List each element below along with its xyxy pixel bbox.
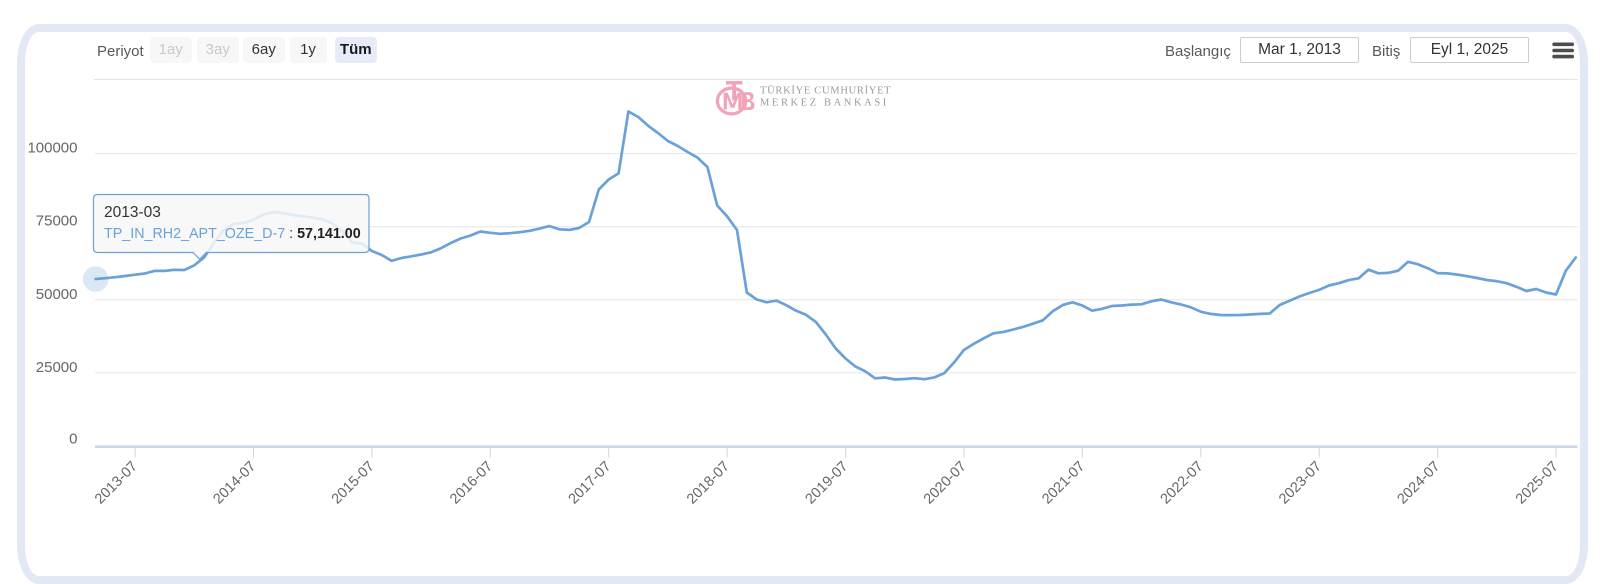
svg-text:2016-07: 2016-07 [447,459,496,508]
svg-text:2025-07: 2025-07 [1513,459,1562,508]
svg-text:TP_IN_RH2_APT_OZE_D-7 : 57,141: TP_IN_RH2_APT_OZE_D-7 : 57,141.00 [104,226,361,242]
svg-text:2024-07: 2024-07 [1394,459,1443,508]
svg-text:2020-07: 2020-07 [921,459,970,508]
svg-text:2017-07: 2017-07 [566,459,615,508]
svg-text:2018-07: 2018-07 [684,459,733,508]
svg-text:MERKEZ BANKASI: MERKEZ BANKASI [760,98,889,109]
svg-text:0: 0 [69,431,77,448]
svg-text:50000: 50000 [36,286,78,303]
svg-text:2014-07: 2014-07 [210,459,259,508]
svg-text:2015-07: 2015-07 [329,459,378,508]
svg-text:2023-07: 2023-07 [1276,459,1325,508]
svg-text:2019-07: 2019-07 [802,459,851,508]
svg-text:TÜRKİYE CUMHURİYET: TÜRKİYE CUMHURİYET [760,85,891,97]
svg-text:100000: 100000 [27,140,77,157]
svg-text:2013-07: 2013-07 [92,459,141,508]
svg-text:2013-03: 2013-03 [104,204,161,221]
svg-text:25000: 25000 [36,359,78,376]
svg-text:2021-07: 2021-07 [1039,459,1088,508]
svg-text:75000: 75000 [36,213,78,230]
svg-text:2022-07: 2022-07 [1158,459,1207,508]
